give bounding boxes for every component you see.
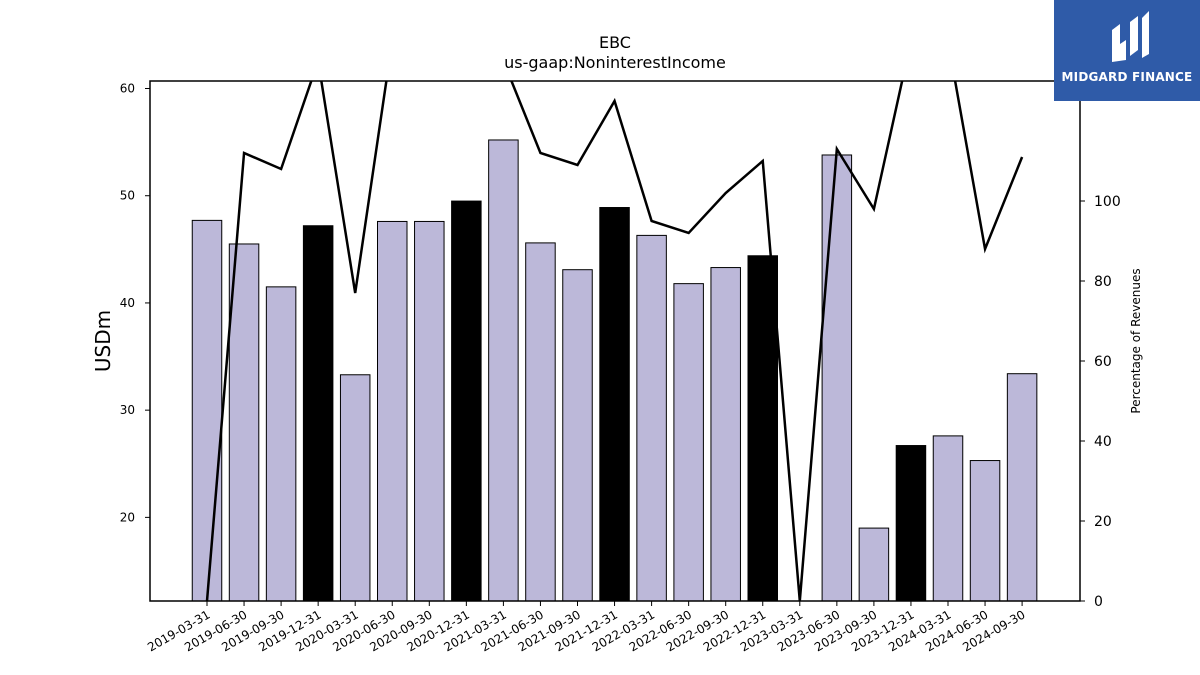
bar-2021-12-31 <box>599 207 630 602</box>
y-tick-label: 60 <box>120 82 135 96</box>
y-tick-label: 40 <box>120 296 135 310</box>
bar-2020-03-31 <box>339 374 371 602</box>
bar-2019-06-30 <box>228 243 260 602</box>
y-tick-label: 20 <box>120 510 135 524</box>
bar-2020-09-30 <box>414 220 445 602</box>
bar-2024-09-30 <box>1006 373 1038 602</box>
bar-2022-09-30 <box>710 267 741 602</box>
bar-2024-03-31 <box>932 435 964 602</box>
bar-2022-06-30 <box>673 283 704 602</box>
bar-2019-09-30 <box>265 286 297 602</box>
logo-text: MIDGARD FINANCE <box>1061 70 1193 84</box>
y2-tick-label: 80 <box>1094 274 1112 290</box>
bars-group <box>191 139 1038 602</box>
bar-2019-12-31 <box>302 225 334 602</box>
chart-title: EBC <box>599 33 631 52</box>
y2-tick-label: 60 <box>1094 354 1112 370</box>
bar-2019-03-31 <box>191 219 223 602</box>
bar-2021-09-30 <box>562 269 593 602</box>
y2-tick-label: 40 <box>1094 434 1112 450</box>
y-axis-left: 20 30 40 50 60 <box>120 82 150 524</box>
bar-2022-03-31 <box>636 234 667 602</box>
bar-2020-06-30 <box>377 220 408 602</box>
y2-tick-label: 100 <box>1094 194 1121 210</box>
midgard-finance-logo: MIDGARD FINANCE <box>1054 0 1200 101</box>
line-group <box>205 81 1024 601</box>
y-tick-label: 50 <box>120 189 135 203</box>
bar-2021-06-30 <box>525 242 556 602</box>
bar-2023-06-30 <box>821 154 853 602</box>
bar-2020-12-31 <box>451 200 482 602</box>
y2-axis-label: Percentage of Revenues <box>1129 268 1143 413</box>
bar-2024-06-30 <box>969 460 1001 602</box>
y2-tick-label: 20 <box>1094 514 1112 530</box>
bar-2021-03-31 <box>488 139 519 602</box>
logo-mark-icon <box>1112 11 1149 62</box>
y-axis-label: USDm <box>91 310 115 372</box>
bar-2023-09-30 <box>858 527 890 602</box>
y2-tick-label: 0 <box>1094 594 1103 610</box>
bar-2023-12-31 <box>895 445 927 602</box>
y-tick-label: 30 <box>120 403 135 417</box>
bar-2022-12-31 <box>747 255 778 602</box>
percentage-line <box>205 81 1024 601</box>
x-axis: 2019-03-312019-06-302019-09-302019-12-31… <box>145 601 1028 654</box>
chart-subtitle: us-gaap:NoninterestIncome <box>504 53 726 72</box>
y-axis-right: 0 20 40 60 80 100 <box>1080 194 1121 610</box>
